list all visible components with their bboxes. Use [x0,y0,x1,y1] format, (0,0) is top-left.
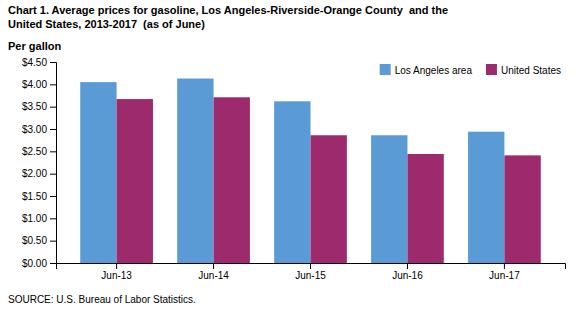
y-tick-label: $0.00 [22,258,47,269]
bar [177,79,213,263]
legend-label: United States [501,65,561,76]
y-tick: $1.00 [22,213,56,224]
y-axis: $0.00 $0.50 $1.00 $1.50 $2.00 $2.50 $3.00 $3.50… [22,57,57,269]
y-tick-mark [50,196,56,197]
y-tick-label: $4.50 [22,57,47,68]
y-tick: $0.00 [22,258,56,269]
legend-label: Los Angeles area [395,65,473,76]
x-axis: Jun-13 Jun-14 Jun-15 Jun-16 Jun-17 [57,263,566,281]
x-tick-mark [504,263,505,269]
bar [311,135,347,263]
bar [371,135,407,263]
title: Chart 1. Average prices for gasoline, Lo… [8,4,448,30]
y-tick-label: $1.00 [22,213,47,224]
y-tick-label: $1.50 [22,191,47,202]
x-tick-label: Jun-17 [489,270,520,281]
x-tick: Jun-15 [295,263,326,281]
x-tick-label: Jun-15 [295,270,326,281]
x-tick-label: Jun-16 [392,270,423,281]
x-tick: Jun-17 [489,263,520,281]
y-tick: $2.50 [22,146,56,157]
bar [274,101,310,263]
y-tick: $4.50 [22,57,56,68]
y-axis-line [50,63,57,264]
x-tick: Jun-13 [101,263,132,281]
y-tick-label: $3.00 [22,124,47,135]
y-tick-mark [50,129,56,130]
y-tick-mark [50,62,56,63]
legend-item: United States [486,64,561,76]
bar [80,82,116,263]
annotation: SOURCE: U.S. Bureau of Labor Statistics. [8,294,196,305]
bar [468,132,504,263]
x-tick-mark [116,263,117,269]
x-tick-mark [310,263,311,269]
y-tick-label: $3.50 [22,101,47,112]
plot: $0.00 $0.50 $1.00 $1.50 $2.00 $2.50 $3.00 $3.50… [22,57,566,281]
y-tick-label: $4.00 [22,79,47,90]
x-tick-label: Jun-13 [101,270,132,281]
legend-swatch [380,64,391,75]
x-tick: Jun-14 [198,263,229,281]
bar-series [117,97,541,263]
x-tick-mark [407,263,408,269]
y-tick-label: $2.50 [22,146,47,157]
y-tick: $3.00 [22,124,56,135]
x-axis-line [57,264,566,270]
x-tick-label: Jun-14 [198,270,229,281]
bar [504,155,540,263]
x-tick-mark [213,263,214,269]
legend-item: Los Angeles area [380,64,473,76]
x-tick: Jun-16 [392,263,423,281]
y-tick: $1.50 [22,191,56,202]
legend-swatch [486,64,497,75]
y-tick: $0.50 [22,235,56,246]
y-axis-label: Per gallon [8,40,61,52]
y-tick-mark [50,174,56,175]
bar [117,99,153,263]
y-tick: $4.00 [22,79,56,90]
bar-series [80,79,504,263]
y-tick-mark [50,151,56,152]
bars [80,79,541,263]
y-tick-mark [50,218,56,219]
y-tick-mark [50,263,56,264]
y-tick-mark [50,241,56,242]
y-tick-label: $0.50 [22,235,47,246]
y-tick-label: $2.00 [22,168,47,179]
y-tick-mark [50,84,56,85]
y-tick-mark [50,107,56,108]
y-tick: $2.00 [22,168,56,179]
y-tick: $3.50 [22,101,56,112]
chart: Chart 1. Average prices for gasoline, Lo… [0,0,579,309]
legend: Los Angeles area United States [380,64,561,76]
bar [214,97,250,263]
bar [407,154,443,263]
